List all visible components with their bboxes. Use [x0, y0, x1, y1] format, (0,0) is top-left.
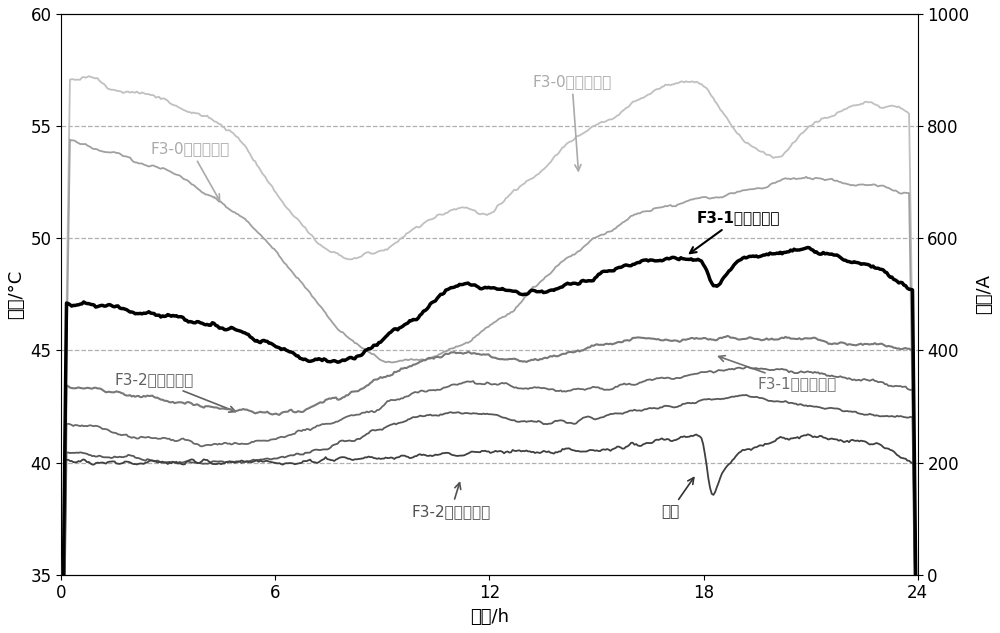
- Text: F3-1段导体温度: F3-1段导体温度: [690, 211, 780, 253]
- Text: F3-2段导体温度: F3-2段导体温度: [115, 372, 235, 412]
- Text: F3-0段外皮温度: F3-0段外皮温度: [532, 73, 612, 171]
- Text: F3-0段导体温度: F3-0段导体温度: [151, 141, 230, 201]
- Text: 电流: 电流: [661, 478, 694, 520]
- X-axis label: 时间/h: 时间/h: [470, 608, 509, 626]
- Y-axis label: 电流/A: 电流/A: [975, 274, 993, 315]
- Y-axis label: 温度/°C: 温度/°C: [7, 270, 25, 319]
- Text: F3-2段外皮温度: F3-2段外皮温度: [411, 483, 490, 520]
- Text: F3-1段外皮温度: F3-1段外皮温度: [719, 356, 836, 392]
